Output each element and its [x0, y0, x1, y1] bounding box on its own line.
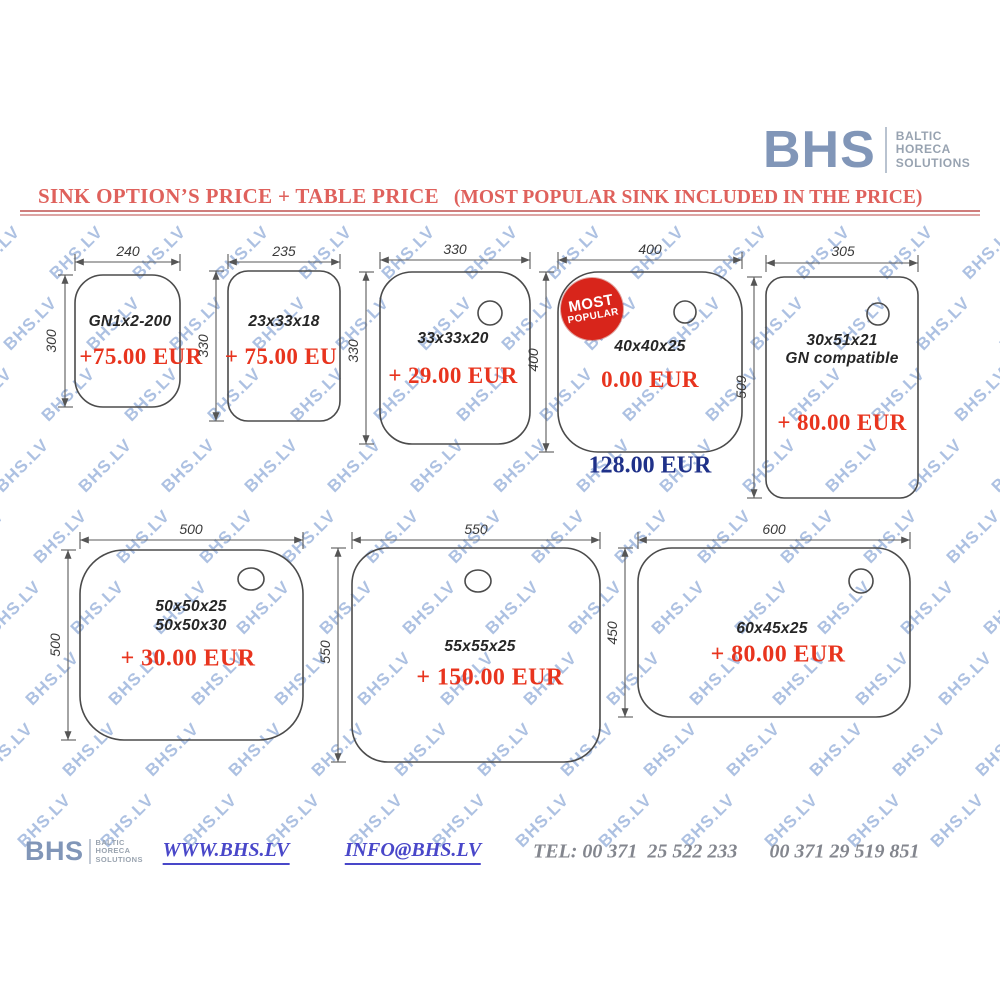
drain-hole-icon [237, 567, 265, 591]
sink-7-drawing [331, 532, 601, 763]
sink-outline [351, 547, 601, 763]
sink-price: + 30.00 EUR [120, 645, 256, 672]
dim-height-label: 550 [317, 640, 333, 664]
dim-height-label: 509 [733, 375, 749, 399]
dimension-lines [618, 532, 911, 718]
tagline-line: BALTIC [895, 128, 942, 143]
tagline-line: HORECA [95, 846, 131, 856]
tagline-line: SOLUTIONS [95, 854, 143, 864]
drain-hole-icon [866, 302, 890, 326]
drain-hole-icon [848, 568, 874, 594]
sink-2-drawing [209, 254, 341, 422]
sink-price: + 75.00 EU [224, 344, 338, 369]
company-logo-footer: BHS BALTIC HORECA SOLUTIONS [25, 838, 143, 865]
sink-8-drawing [618, 532, 911, 718]
dim-height-label: 400 [525, 348, 541, 372]
title-sub: (MOST POPULAR SINK INCLUDED IN THE PRICE… [453, 187, 923, 208]
drain-hole-icon [673, 300, 697, 324]
sink-size-label: 23x33x18 [248, 313, 320, 330]
sink-outline [765, 276, 919, 499]
dim-height-label: 330 [195, 334, 211, 358]
dimension-lines [539, 252, 743, 453]
sink-size-label: GN1x2-200 [88, 313, 172, 330]
sink-outline [637, 547, 911, 718]
dim-width-label: 550 [464, 521, 488, 537]
sink-size-label: 50x50x25 [155, 598, 227, 615]
sink-total-price: 128.00 EUR [588, 452, 712, 479]
sink-price: + 80.00 EUR [777, 410, 907, 435]
logo-tagline: BALTIC HORECA SOLUTIONS [95, 837, 143, 865]
dim-width-label: 330 [443, 241, 467, 257]
phone-number-2: 00 371 29 519 851 [769, 840, 920, 863]
sink-3-drawing [359, 252, 531, 445]
sink-6-drawing [61, 532, 304, 741]
sink-outline [557, 271, 743, 453]
dim-width-label: 240 [116, 243, 140, 259]
sink-price: + 80.00 EUR [710, 641, 846, 668]
sink-price: 0.00 EUR [601, 367, 699, 392]
dim-width-label: 500 [179, 521, 203, 537]
phone-numbers: TEL: 00 371 25 522 233 00 371 29 519 851 [533, 841, 919, 864]
logo-text: BHS [25, 836, 84, 866]
dimension-lines [747, 255, 919, 499]
sink-size-label: 55x55x25 [444, 638, 516, 655]
dim-width-label: 400 [638, 241, 662, 257]
sink-outline [79, 549, 304, 741]
phone-number-1: TEL: 00 371 25 522 233 [533, 840, 738, 863]
title-main: SINK OPTION’S PRICE + TABLE PRICE [38, 184, 439, 208]
sink-price: +75.00 EUR [79, 344, 203, 369]
logo-tagline: BALTIC HORECA SOLUTIONS [895, 128, 971, 171]
sink-size-label: 30x51x21 [806, 332, 878, 349]
title-underline [20, 214, 980, 216]
sink-size-label: 40x40x25 [614, 338, 686, 355]
sink-size-label: 33x33x20 [417, 330, 489, 347]
logo-divider [884, 127, 887, 173]
sink-5-drawing [747, 255, 919, 499]
sink-1-drawing [58, 254, 181, 408]
sink-price: + 150.00 EUR [416, 664, 564, 691]
dimension-lines [331, 532, 601, 763]
drain-hole-icon [464, 569, 492, 593]
sink-size-label: 60x45x25 [736, 620, 808, 637]
title-underline [20, 210, 980, 212]
sink-4-drawing [539, 252, 743, 453]
sink-outline [379, 271, 531, 445]
dimension-lines [359, 252, 531, 445]
dimension-lines [61, 532, 304, 741]
sink-price: + 29.00 EUR [388, 363, 518, 388]
sink-size-label2: GN compatible [785, 350, 899, 367]
sink-outline [227, 270, 341, 422]
dimension-lines [209, 254, 341, 422]
website-link[interactable]: WWW.BHS.LV [162, 839, 290, 865]
logo-text: BHS [763, 121, 876, 179]
drain-hole-icon [477, 300, 503, 326]
tagline-line: HORECA [895, 142, 951, 157]
dim-height-label: 500 [47, 633, 63, 657]
company-logo: BHS BALTIC HORECA SOLUTIONS [763, 124, 970, 176]
tagline-line: SOLUTIONS [895, 155, 971, 170]
sink-size-label2: 50x50x30 [155, 617, 227, 634]
page-title: SINK OPTION’S PRICE + TABLE PRICE (MOST … [38, 184, 922, 209]
sink-outline [74, 274, 181, 408]
dim-height-label: 300 [43, 329, 59, 353]
dim-width-label: 600 [762, 521, 786, 537]
dim-width-label: 305 [831, 243, 855, 259]
dimension-lines [58, 254, 181, 408]
dim-height-label: 330 [345, 339, 361, 363]
email-link[interactable]: INFO@BHS.LV [344, 839, 482, 865]
logo-divider [88, 839, 91, 864]
dim-width-label: 235 [272, 243, 296, 259]
dim-height-label: 450 [604, 621, 620, 645]
tagline-line: BALTIC [95, 837, 125, 847]
